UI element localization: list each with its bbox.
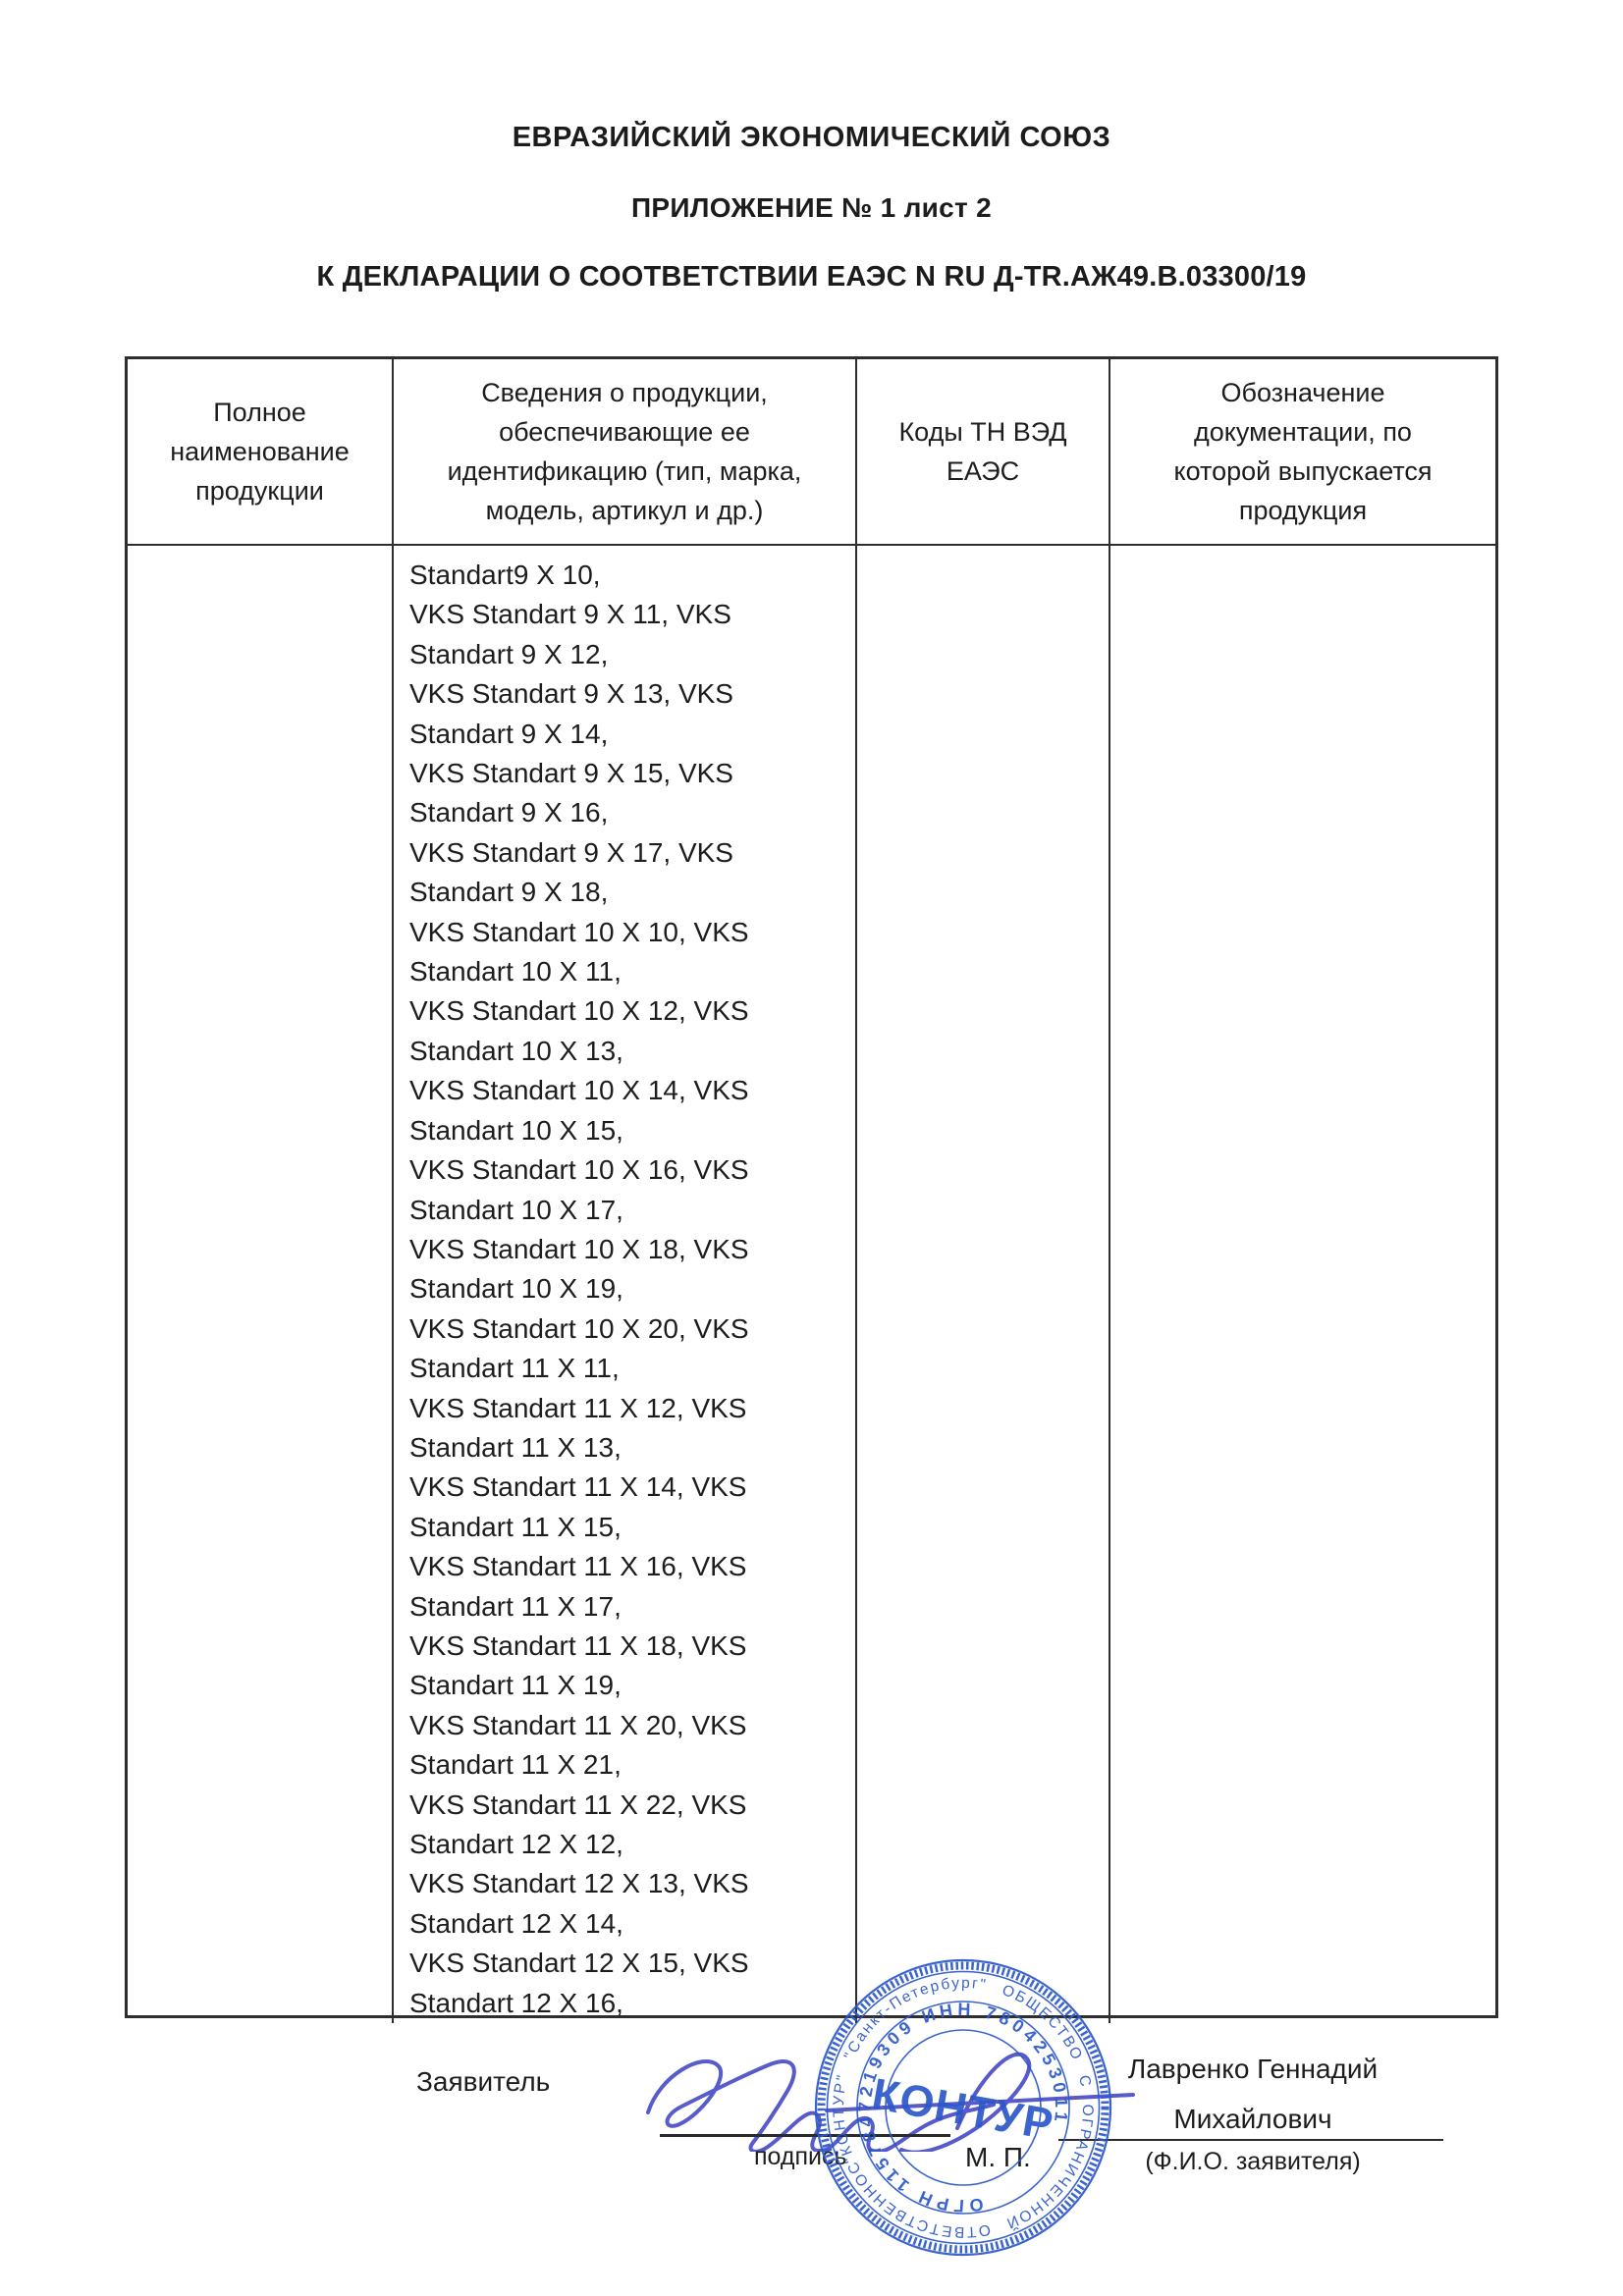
product-line: Standart9 X 10,	[409, 560, 601, 590]
product-line: VKS Standart 10 X 12, VKS	[409, 995, 749, 1027]
col-header-product-name: Полное наименование продукции	[128, 359, 394, 546]
doc-title-annex: ПРИЛОЖЕНИЕ № 1 лист 2	[630, 192, 993, 223]
product-models-cell: Standart9 X 10, VKS Standart 9 X 11, VKS S…	[394, 546, 857, 2024]
product-name-cell-empty	[128, 546, 394, 2024]
product-line: Standart 11 X 15,	[409, 1511, 622, 1542]
product-line: Standart 11 X 19,	[409, 1670, 622, 1701]
product-line: Standart 10 X 17,	[409, 1194, 623, 1225]
product-line: Standart 10 X 13,	[409, 1035, 623, 1066]
applicant-label: Заявитель	[416, 2066, 551, 2097]
applicant-name-caption: (Ф.И.О. заявителя)	[1145, 2148, 1361, 2175]
product-line: VKS Standart 11 X 22, VKS	[409, 1789, 747, 1820]
product-line: VKS Standart 11 X 16, VKS	[409, 1551, 747, 1582]
signature-line	[660, 2134, 950, 2137]
product-line: VKS Standart 11 X 18, VKS	[409, 1629, 747, 1661]
product-line: VKS Standart 9 X 11, VKS	[409, 599, 731, 630]
stamp-center-text: КОНТУР	[868, 2068, 1056, 2150]
product-line: Standart 9 X 14,	[409, 718, 609, 749]
product-line: VKS Standart 10 X 16, VKS	[409, 1154, 749, 1186]
product-line: Standart 9 X 16,	[409, 797, 609, 828]
stamp-place-label: М. П.	[965, 2142, 1031, 2172]
product-line: Standart 11 X 21,	[409, 1749, 622, 1781]
product-line: VKS Standart 10 X 10, VKS	[409, 916, 749, 947]
product-line: Standart 10 X 11,	[409, 956, 622, 988]
product-line: Standart 10 X 15,	[409, 1114, 623, 1146]
product-line: Standart 9 X 12,	[409, 638, 609, 669]
product-line: VKS Standart 12 X 13, VKS	[409, 1868, 749, 1899]
products-table: Полное наименование продукции Сведения о…	[125, 356, 1498, 2024]
doc-title-union: ЕВРАЗИЙСКИЙ ЭКОНОМИЧЕСКИЙ СОЮЗ	[512, 122, 1111, 153]
product-line: Standart 11 X 13,	[409, 1431, 622, 1463]
applicant-name: Лавренко Геннадий Михайлович	[1127, 2054, 1379, 2134]
product-line: VKS Standart 9 X 13, VKS	[409, 678, 733, 710]
col-header-tnved-codes: Коды ТН ВЭД ЕАЭС	[857, 359, 1110, 546]
product-line: Standart 9 X 18,	[409, 877, 609, 908]
product-line: VKS Standart 9 X 15, VKS	[409, 758, 733, 789]
product-line: Standart 12 X 12,	[409, 1829, 623, 1859]
product-line: VKS Standart 10 X 14, VKS	[409, 1075, 749, 1106]
applicant-name-line	[1058, 2139, 1443, 2141]
product-line: Standart 12 X 14,	[409, 1907, 623, 1939]
documentation-cell-empty	[1110, 546, 1495, 2023]
product-line: Standart 10 X 19,	[409, 1273, 623, 1305]
product-line: VKS Standart 10 X 18, VKS	[409, 1233, 749, 1264]
product-line: VKS Standart 10 X 20, VKS	[409, 1312, 749, 1344]
product-line: Standart 11 X 17,	[409, 1590, 622, 1622]
tnved-cell-empty	[857, 546, 1110, 2024]
col-header-documentation: Обозначение документации, по которой вып…	[1110, 359, 1495, 546]
doc-title-declaration-number: К ДЕКЛАРАЦИИ О СООТВЕТСТВИИ ЕАЭС N RU Д-…	[316, 261, 1307, 293]
product-line: VKS Standart 11 X 12, VKS	[409, 1392, 747, 1423]
signature-caption: подпись	[754, 2143, 847, 2170]
product-line: Standart 11 X 11,	[409, 1353, 620, 1384]
product-line: Standart 12 X 16,	[409, 1987, 623, 2018]
product-line: VKS Standart 12 X 15, VKS	[409, 1948, 749, 1979]
product-line: VKS Standart 11 X 14, VKS	[409, 1471, 747, 1503]
product-line: VKS Standart 9 X 17, VKS	[409, 836, 733, 868]
col-header-product-info: Сведения о продукции, обеспечивающие ее …	[394, 359, 857, 546]
product-line: VKS Standart 11 X 20, VKS	[409, 1709, 747, 1740]
